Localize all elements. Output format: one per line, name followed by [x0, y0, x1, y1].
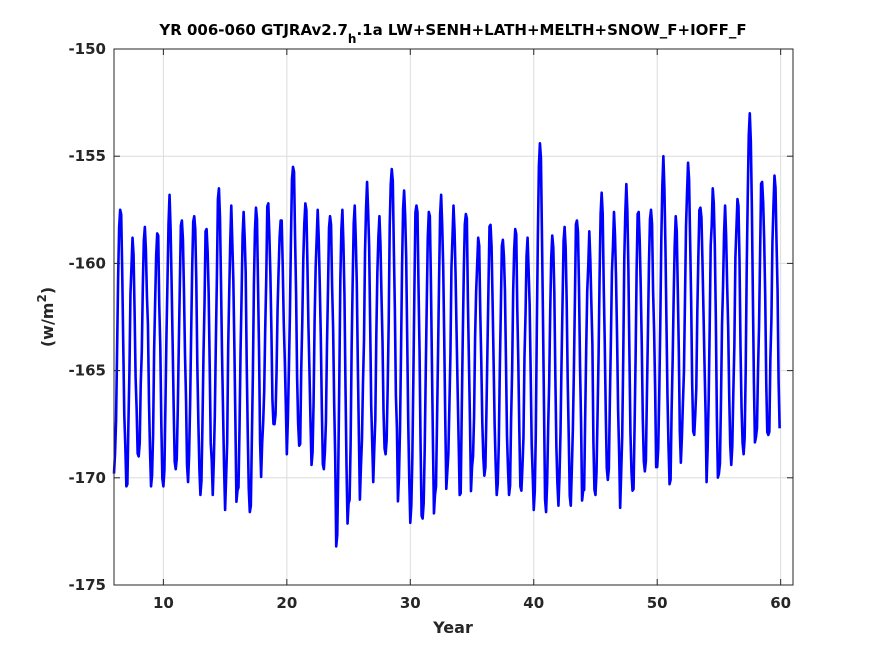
- y-axis-label-close: ): [38, 287, 57, 294]
- x-tick-label: 20: [276, 594, 297, 612]
- plot-background: [114, 49, 793, 585]
- y-tick-label: -175: [68, 576, 106, 594]
- series-line: [112, 112, 781, 548]
- y-tick-label: -165: [68, 362, 106, 380]
- y-tick-label: -170: [68, 469, 106, 487]
- chart-title: YR 006-060 GTJRAv2.7h.1a LW+SENH+LATH+ME…: [158, 21, 746, 46]
- x-tick-label: 50: [647, 594, 668, 612]
- y-axis-label: (w/m2): [35, 287, 57, 347]
- chart-title-subscript: h: [348, 32, 357, 46]
- ticks: 10 20 30 40 50 60 -150 -155 -160 -165 -170 -175: [68, 40, 793, 612]
- y-tick-label: -150: [68, 40, 106, 58]
- chart-title-suffix: .1a LW+SENH+LATH+MELTH+SNOW_F+IOFF_F: [356, 21, 746, 39]
- x-tick-label: 30: [400, 594, 421, 612]
- y-tick-label: -160: [68, 254, 106, 272]
- y-axis-label-superscript: 2: [35, 294, 49, 302]
- y-axis-label-main: (w/m: [38, 303, 57, 348]
- plot-frame: [113, 48, 794, 586]
- x-axis-label: Year: [432, 618, 473, 637]
- y-tick-label: -155: [68, 147, 106, 165]
- x-tick-label: 40: [523, 594, 544, 612]
- x-tick-label: 60: [770, 594, 791, 612]
- chart-title-main: YR 006-060 GTJRAv2.7: [158, 21, 348, 39]
- x-tick-label: 10: [153, 594, 174, 612]
